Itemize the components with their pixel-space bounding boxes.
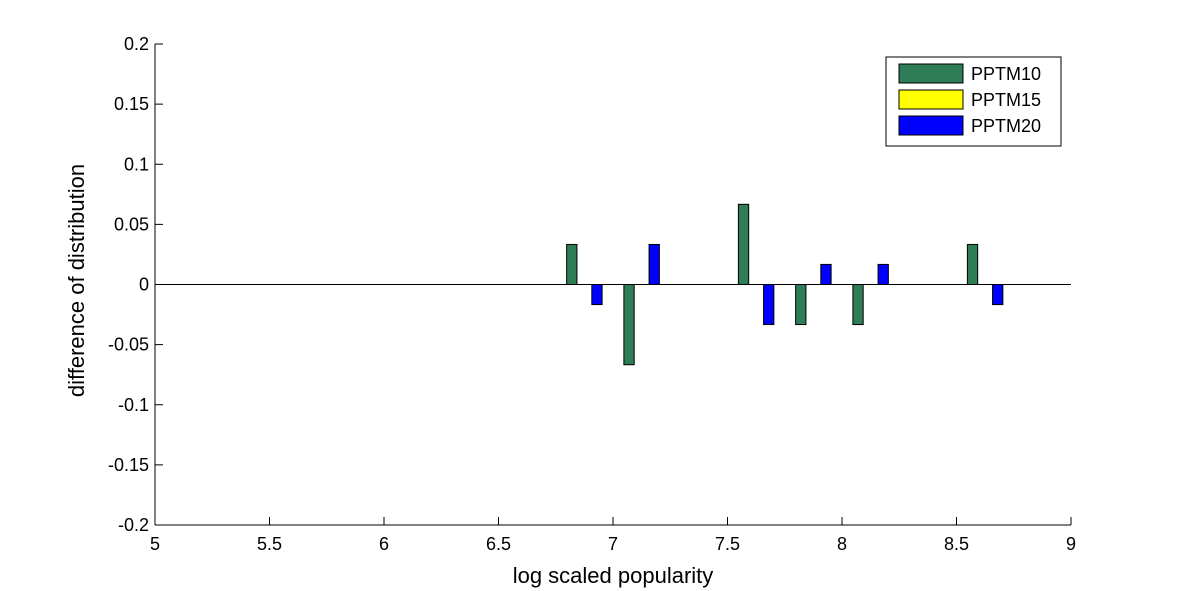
x-tick-label: 7 <box>608 534 618 554</box>
legend-swatch-pptm10 <box>898 63 964 84</box>
bar-pptm20-1 <box>648 243 660 286</box>
bar-pptm20-5 <box>992 284 1004 306</box>
bar-pptm10-1 <box>623 284 635 366</box>
y-tick-label: 0.1 <box>124 154 149 174</box>
legend-label-pptm20: PPTM20 <box>971 116 1041 136</box>
x-tick-label: 5 <box>150 534 160 554</box>
y-tick-label: 0 <box>139 275 149 295</box>
legend-label-pptm15: PPTM15 <box>971 90 1041 110</box>
y-tick-label: -0.05 <box>108 335 149 355</box>
legend-swatch-pptm20 <box>898 115 964 136</box>
x-tick-label: 8 <box>837 534 847 554</box>
x-axis-label: log scaled popularity <box>513 563 714 588</box>
legend-swatch-pptm15 <box>898 89 964 110</box>
y-tick-label: 0.05 <box>114 214 149 234</box>
x-tick-label: 9 <box>1066 534 1076 554</box>
plot-area <box>566 203 1004 366</box>
y-tick-label: 0.15 <box>114 94 149 114</box>
axes: 5 5.5 6 6.5 7 7.5 8 8.5 9 -0.2 -0.15 -0.1 -0.05 0 0.05… <box>108 34 1076 554</box>
y-axis-label: difference of distribution <box>64 164 89 397</box>
bar-pptm10-5 <box>966 243 979 286</box>
y-tick-label: -0.15 <box>108 455 149 475</box>
x-tick-label: 6 <box>379 534 389 554</box>
legend-label-pptm10: PPTM10 <box>971 64 1041 84</box>
x-tick-label: 5.5 <box>257 534 282 554</box>
bar-pptm10-4 <box>852 284 864 326</box>
legend: PPTM10 PPTM15 PPTM20 <box>885 56 1062 147</box>
bar-pptm10-3 <box>795 284 807 326</box>
y-tick-label: -0.2 <box>118 515 149 535</box>
bar-pptm20-0 <box>591 284 603 306</box>
x-tick-label: 8.5 <box>944 534 969 554</box>
bar-pptm10-2 <box>737 203 750 285</box>
bar-pptm20-4 <box>877 263 889 285</box>
y-tick-label: -0.1 <box>118 395 149 415</box>
y-tick-label: 0.2 <box>124 34 149 54</box>
x-tick-label: 6.5 <box>486 534 511 554</box>
bar-pptm20-2 <box>763 284 775 326</box>
bar-pptm20-3 <box>820 263 832 285</box>
bar-pptm10-0 <box>566 243 578 286</box>
x-tick-label: 7.5 <box>715 534 740 554</box>
